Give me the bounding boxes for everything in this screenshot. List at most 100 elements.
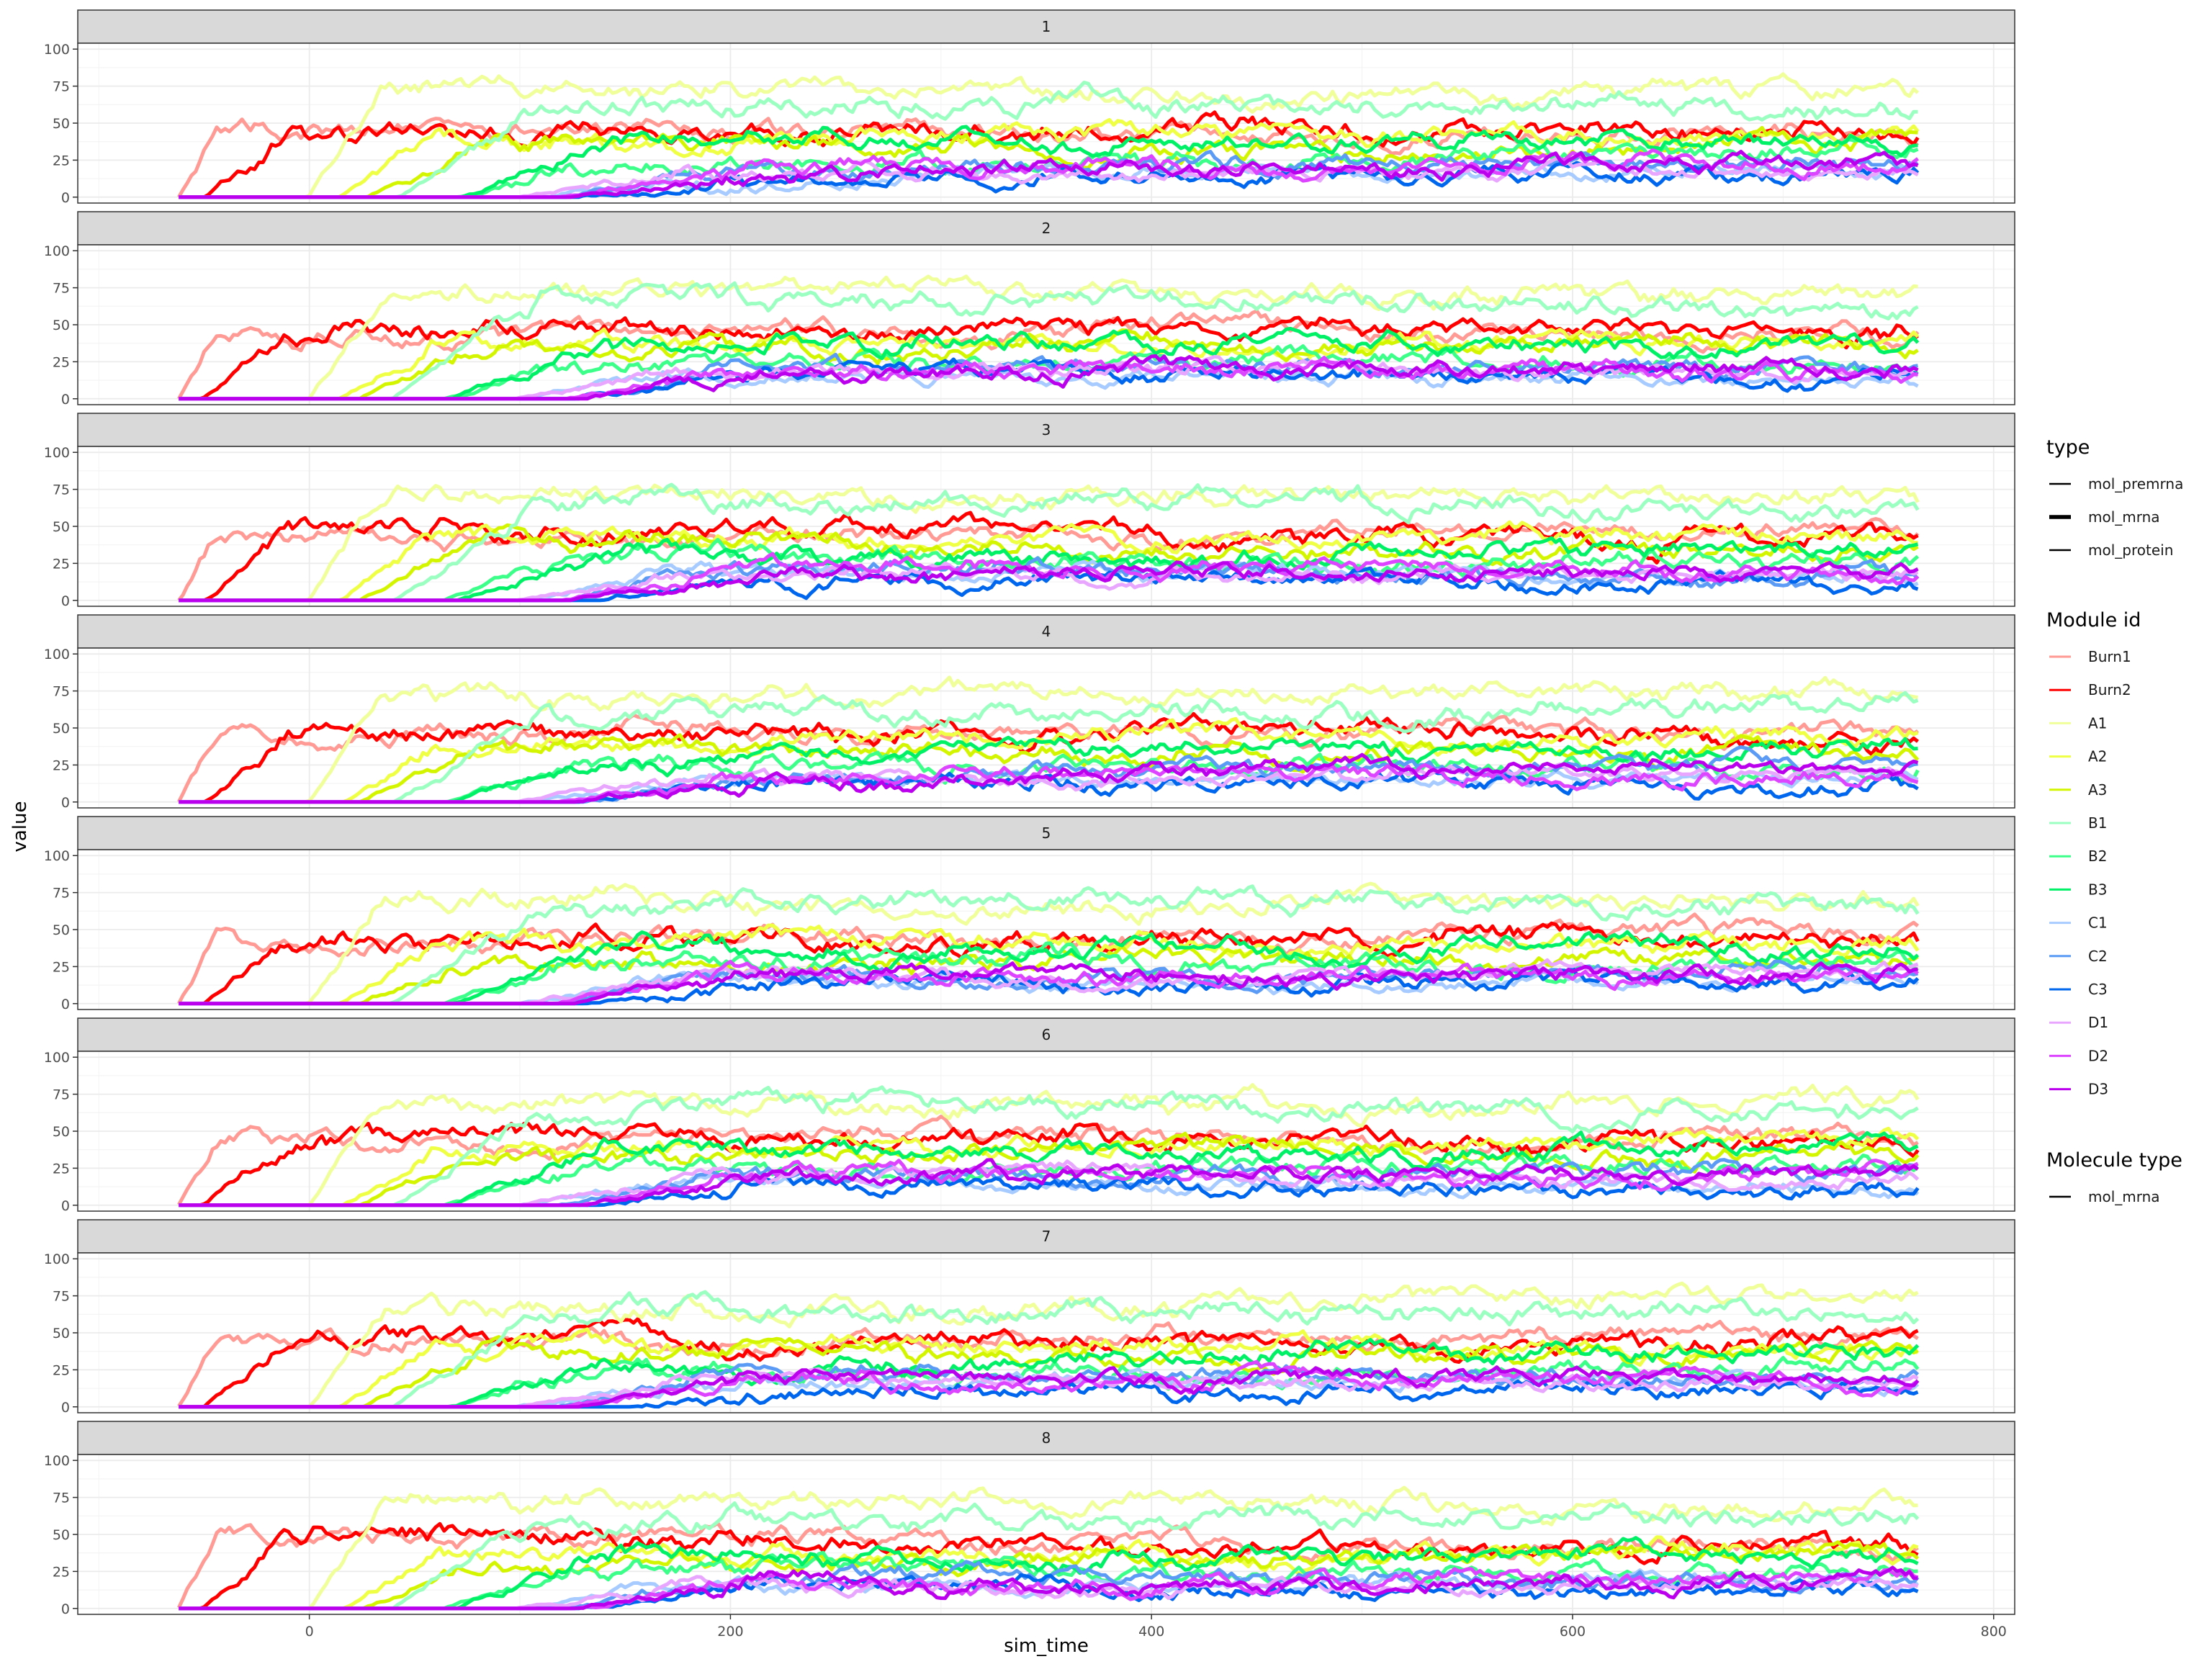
y-tick-label: 25 [53,1161,70,1177]
facet-strip-label: 6 [1042,1026,1051,1043]
series-line-B1 [179,691,1919,804]
series-line-A3 [179,1540,1920,1611]
y-tick-label: 25 [53,354,70,370]
y-tick-label: 0 [61,795,70,811]
y-tick-label: 100 [44,1453,70,1469]
series-lines [177,1485,1920,1611]
series-line-B3 [179,1130,1919,1208]
x-tick-label: 0 [305,1624,314,1640]
facet-panel-8: 8 0 25 50 75 100 0 200 400 600 800 [44,1421,2015,1640]
y-tick-label: 0 [61,593,70,609]
y-tick-label: 0 [61,997,70,1012]
series-lines [177,274,1920,401]
series-line-B1 [179,281,1919,401]
legend-type: type mol_premrna mol_mrna mol_protein [2046,436,2183,559]
y-tick-label: 75 [53,482,70,498]
series-line-D3 [179,150,1919,199]
series-line-A2 [179,327,1920,401]
series-line-B1 [179,1501,1920,1611]
x-axis-title: sim_time [1004,1635,1089,1657]
y-tick-label: 0 [61,1400,70,1416]
facet-strip-label: 5 [1042,824,1051,842]
series-line-B1 [179,884,1920,1006]
y-tick-label: 50 [53,1124,70,1140]
legend-label-A1: A1 [2088,714,2107,732]
y-tick-label: 100 [44,445,70,461]
y-tick-label: 75 [53,1087,70,1103]
facet-strip [77,211,2015,246]
y-tick-label: 0 [61,190,70,206]
legend-label-C1: C1 [2088,914,2108,932]
y-tick-label: 75 [53,1289,70,1305]
facet-strip-label: 2 [1042,220,1051,237]
series-lines [177,675,1920,804]
series-line-D3 [179,1565,1918,1611]
legend-label-D2: D2 [2088,1047,2108,1064]
legend-molecule-type: Molecule type mol_mrna [2046,1149,2182,1205]
facet-strip-label: 4 [1042,623,1051,640]
facet-strip [77,413,2015,447]
facet-panel-1: 1 0 25 50 75 100 [44,9,2015,206]
facet-strip [77,1219,2015,1254]
panel-border [77,1252,2015,1413]
panel-border [77,1454,2015,1615]
y-tick-label: 25 [53,757,70,773]
legend-label-D3: D3 [2088,1081,2108,1098]
facet-strip-label: 1 [1042,18,1051,35]
facet-strip-label: 8 [1042,1429,1051,1447]
panel-border [77,42,2015,204]
series-line-A1 [179,483,1920,603]
series-line-Burn2 [179,110,1920,199]
y-tick-label: 100 [44,243,70,259]
y-tick-label: 50 [53,318,70,333]
legend-label-mol_protein: mol_protein [2088,541,2173,559]
legend: type mol_premrna mol_mrna mol_protein Module… [2046,436,2183,1205]
series-line-D3 [179,354,1919,401]
facet-panel-2: 2 0 25 50 75 100 [44,211,2015,408]
series-line-D3 [179,1365,1920,1409]
series-lines [177,1281,1920,1409]
facet-strip [77,1017,2015,1052]
facet-strip-label: 7 [1042,1228,1051,1245]
series-line-Burn2 [179,1317,1919,1409]
facet-strip [77,1421,2015,1455]
y-tick-label: 50 [53,1527,70,1543]
series-line-B1 [179,1290,1920,1409]
series-line-A3 [179,944,1919,1006]
legend-label-mol_premrna: mol_premrna [2088,475,2183,493]
series-line-Burn1 [177,1115,1919,1206]
series-line-B1 [179,81,1918,199]
legend-label-Burn2: Burn2 [2088,681,2131,698]
y-tick-label: 100 [44,1050,70,1066]
series-line-B1 [179,482,1920,603]
y-tick-label: 100 [44,1251,70,1267]
panel-border [77,647,2015,809]
panel-border [77,849,2015,1010]
series-line-D3 [179,961,1918,1006]
y-tick-label: 25 [53,556,70,572]
series-line-B3 [179,326,1920,401]
y-tick-label: 50 [53,519,70,535]
facet-strip [77,9,2015,44]
y-tick-label: 50 [53,721,70,737]
legend-label-A3: A3 [2088,781,2107,799]
series-lines [177,881,1920,1006]
series-line-Burn2 [179,1521,1919,1611]
legend-title-type: type [2046,436,2090,459]
legend-label-D1: D1 [2088,1014,2108,1031]
legend-label-B1: B1 [2088,814,2107,832]
y-tick-label: 75 [53,886,70,902]
y-tick-label: 25 [53,959,70,975]
series-line-A2 [179,1327,1920,1409]
series-line-B1 [179,1085,1919,1208]
y-tick-label: 100 [44,42,70,58]
series-line-A3 [179,1131,1920,1208]
legend-title-module: Module id [2046,609,2141,631]
legend-module: Module id Burn1 Burn2 A1 A2 A3 B1 B2 B3 C1 C2 C3 D1 D… [2046,609,2141,1098]
legend-label-A2: A2 [2088,748,2107,765]
series-line-A1 [179,72,1920,199]
y-tick-label: 75 [53,1491,70,1506]
series-lines [177,72,1920,199]
